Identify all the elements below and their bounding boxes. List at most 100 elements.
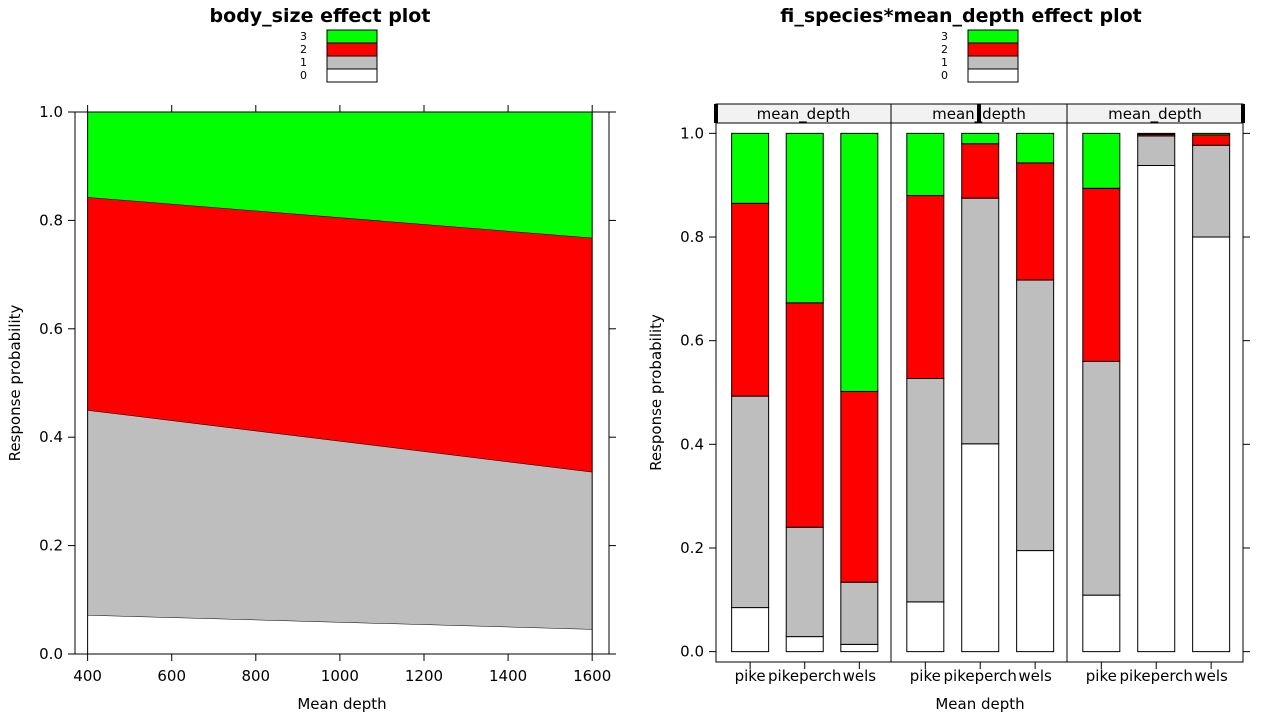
y-axis-label: Response probability xyxy=(647,314,665,471)
bar-segment-pikeperch-0 xyxy=(1137,164,1176,653)
bar-segment-wels-3 xyxy=(1016,132,1055,164)
y-tick-label: 0.4 xyxy=(39,428,63,446)
x-axis-label: Mean depth xyxy=(935,695,1024,713)
y-tick-label: 0.0 xyxy=(39,645,63,663)
x-axis-label: Mean depth xyxy=(297,695,386,713)
bar-segment-pike-3 xyxy=(1082,132,1121,189)
strip-level-indicator xyxy=(1241,104,1245,123)
bar-segment-wels-3 xyxy=(840,132,879,392)
bar-segment-wels-0 xyxy=(1192,236,1231,653)
x-tick-label: pikeperch xyxy=(1120,667,1193,685)
strip-label: mean_depth xyxy=(1108,105,1202,124)
strip-level-indicator xyxy=(977,104,981,123)
bar-segment-wels-1 xyxy=(1016,279,1055,552)
legend-swatch-0 xyxy=(326,68,378,83)
bar-segment-pikeperch-1 xyxy=(961,197,1000,445)
x-tick-label: 1200 xyxy=(405,667,443,685)
bar-segment-pike-0 xyxy=(1082,594,1121,653)
bar-segment-pike-1 xyxy=(731,395,770,609)
bar-segment-pikeperch-3 xyxy=(961,132,1000,145)
legend-swatch-2 xyxy=(326,42,378,57)
x-tick-label: pikeperch xyxy=(768,667,841,685)
x-tick-label: 1000 xyxy=(321,667,359,685)
bar-segment-wels-0 xyxy=(1016,550,1055,653)
y-tick-label: 0.2 xyxy=(680,539,704,557)
bar-segment-pikeperch-1 xyxy=(1137,135,1176,166)
plot-frame xyxy=(74,111,610,655)
legend-swatch-1 xyxy=(967,55,1019,70)
bar-segment-pikeperch-0 xyxy=(961,443,1000,653)
legend-swatch-1 xyxy=(326,55,378,70)
x-tick-label: 600 xyxy=(157,667,186,685)
bar-segment-pike-0 xyxy=(906,601,945,653)
y-tick-label: 0.4 xyxy=(680,435,704,453)
bar-segment-pikeperch-3 xyxy=(785,132,824,304)
y-tick-label: 0.8 xyxy=(39,211,63,229)
y-tick-label: 0.6 xyxy=(39,320,63,338)
bar-segment-pike-3 xyxy=(906,132,945,197)
legend-label-1: 1 xyxy=(941,56,948,69)
bar-segment-pike-1 xyxy=(1082,360,1121,596)
area-category-2 xyxy=(87,197,593,472)
strip-label: mean_depth xyxy=(932,105,1026,124)
y-tick-label: 0.2 xyxy=(39,537,63,555)
area-category-1 xyxy=(87,410,593,630)
bar-segment-pike-2 xyxy=(1082,187,1121,362)
x-tick-label: 1600 xyxy=(573,667,611,685)
bar-segment-wels-1 xyxy=(840,581,879,645)
area-category-0 xyxy=(87,614,593,654)
panel-frame xyxy=(1066,122,1244,663)
bar-segment-wels-0 xyxy=(840,643,879,653)
bar-segment-pikeperch-3 xyxy=(1137,132,1176,135)
y-tick-label: 0.0 xyxy=(680,643,704,661)
bar-segment-pikeperch-2 xyxy=(785,302,824,528)
bar-segment-pikeperch-1 xyxy=(785,526,824,638)
x-tick-label: wels xyxy=(1018,667,1052,685)
bar-segment-wels-3 xyxy=(1192,132,1231,136)
bar-segment-pike-0 xyxy=(731,607,770,653)
bar-segment-wels-2 xyxy=(1192,134,1231,146)
legend-label-2: 2 xyxy=(941,43,948,56)
x-tick-label: 1400 xyxy=(489,667,527,685)
bar-segment-pikeperch-2 xyxy=(961,143,1000,199)
legend-swatch-2 xyxy=(967,42,1019,57)
x-tick-label: wels xyxy=(843,667,877,685)
strip-level-indicator xyxy=(714,104,718,123)
bar-segment-wels-2 xyxy=(1016,162,1055,281)
chart-title: fi_species*mean_depth effect plot xyxy=(780,5,1142,27)
legend-label-2: 2 xyxy=(300,43,307,56)
x-tick-label: pike xyxy=(1086,667,1117,685)
legend-label-3: 3 xyxy=(300,30,307,43)
legend-label-0: 0 xyxy=(941,69,948,82)
area-category-3 xyxy=(87,112,593,238)
chart-title: body_size effect plot xyxy=(210,5,431,27)
x-tick-label: pike xyxy=(910,667,941,685)
bar-segment-pike-2 xyxy=(906,195,945,380)
y-tick-label: 1.0 xyxy=(680,124,704,142)
y-tick-label: 0.8 xyxy=(680,228,704,246)
x-tick-label: pikeperch xyxy=(944,667,1017,685)
legend-swatch-3 xyxy=(326,29,378,44)
bar-segment-pike-1 xyxy=(906,378,945,603)
strip-label: mean_depth xyxy=(757,105,851,124)
legend-label-3: 3 xyxy=(941,30,948,43)
bar-segment-wels-2 xyxy=(840,390,879,583)
x-tick-label: pike xyxy=(735,667,766,685)
legend-swatch-3 xyxy=(967,29,1019,44)
x-tick-label: wels xyxy=(1194,667,1228,685)
y-tick-label: 0.6 xyxy=(680,332,704,350)
bar-segment-pikeperch-0 xyxy=(785,636,824,653)
x-tick-label: 400 xyxy=(73,667,102,685)
bar-segment-pike-2 xyxy=(731,202,770,397)
bar-segment-wels-1 xyxy=(1192,144,1231,238)
legend-swatch-0 xyxy=(967,68,1019,83)
y-tick-label: 1.0 xyxy=(39,103,63,121)
x-tick-label: 800 xyxy=(241,667,270,685)
legend-label-0: 0 xyxy=(300,69,307,82)
